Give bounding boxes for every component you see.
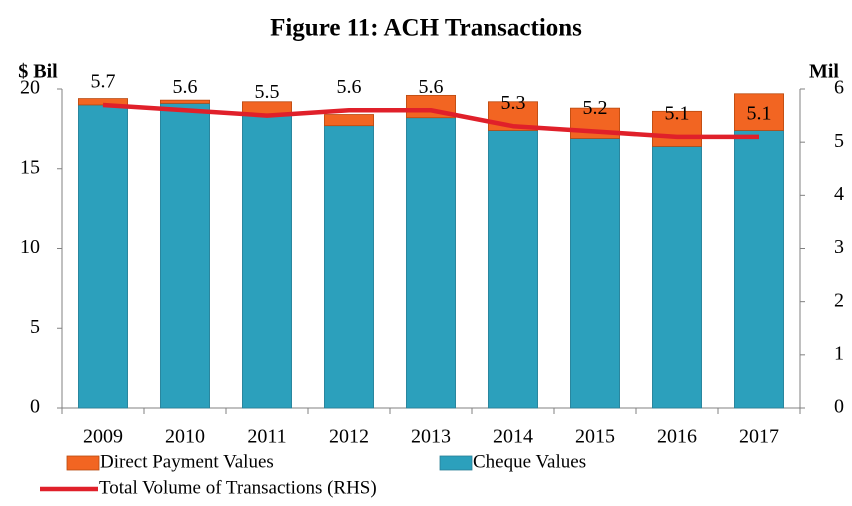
bar (734, 130, 785, 409)
line (102, 102, 759, 140)
y-tick-label: 10 (20, 236, 40, 258)
bar (570, 138, 621, 409)
data-label: 5.3 (501, 92, 526, 114)
bar (405, 117, 456, 409)
x-tick-label: 2015 (575, 426, 615, 448)
data-label: 5.1 (665, 102, 690, 124)
legend-label: Cheque Values (473, 451, 586, 472)
bar (487, 130, 538, 409)
x-tick-label: 2012 (329, 426, 369, 448)
legend-label: Direct Payment Values (100, 451, 274, 472)
bar (241, 114, 292, 409)
bar (652, 146, 703, 409)
data-label: 5.2 (583, 97, 608, 119)
data-label: 5.5 (255, 81, 280, 103)
data-label: 5.1 (747, 102, 772, 124)
x-tick-label: 2016 (657, 426, 697, 448)
chart-title: Figure 11: ACH Transactions (270, 15, 582, 42)
y-tick-label: 20 (20, 77, 40, 99)
legend-swatch (439, 455, 473, 471)
legend-swatch (66, 455, 100, 471)
data-label: 5.6 (173, 76, 198, 98)
y-tick-label: 5 (30, 316, 40, 338)
bar (159, 102, 210, 409)
data-label: 5.6 (337, 76, 362, 98)
y2-tick-label: 4 (834, 183, 844, 205)
y2-axis-label: Mil (809, 61, 839, 83)
data-label: 5.6 (419, 76, 444, 98)
bar (159, 99, 210, 104)
bar (734, 93, 785, 131)
y-tick-label: 15 (20, 156, 40, 178)
y2-tick-label: 0 (834, 396, 844, 418)
bar (652, 110, 703, 147)
x-tick-label: 2013 (411, 426, 451, 448)
x-tick-label: 2014 (493, 426, 533, 448)
x-tick-label: 2009 (83, 426, 123, 448)
y-tick-label: 0 (30, 396, 40, 418)
x-tick-label: 2010 (165, 426, 205, 448)
y2-tick-label: 2 (834, 289, 844, 311)
x-tick-label: 2017 (739, 426, 779, 448)
y2-tick-label: 5 (834, 130, 844, 152)
legend-label: Total Volume of Transactions (RHS) (99, 477, 377, 498)
bar (78, 104, 129, 409)
x-tick-label: 2011 (247, 426, 286, 448)
y2-tick-label: 3 (834, 236, 844, 258)
bar (323, 125, 374, 409)
bar (323, 114, 374, 127)
y2-tick-label: 1 (834, 342, 844, 364)
y2-tick-label: 6 (834, 77, 844, 99)
data-label: 5.7 (91, 71, 116, 93)
y-axis-label: $ Bil (18, 61, 58, 83)
